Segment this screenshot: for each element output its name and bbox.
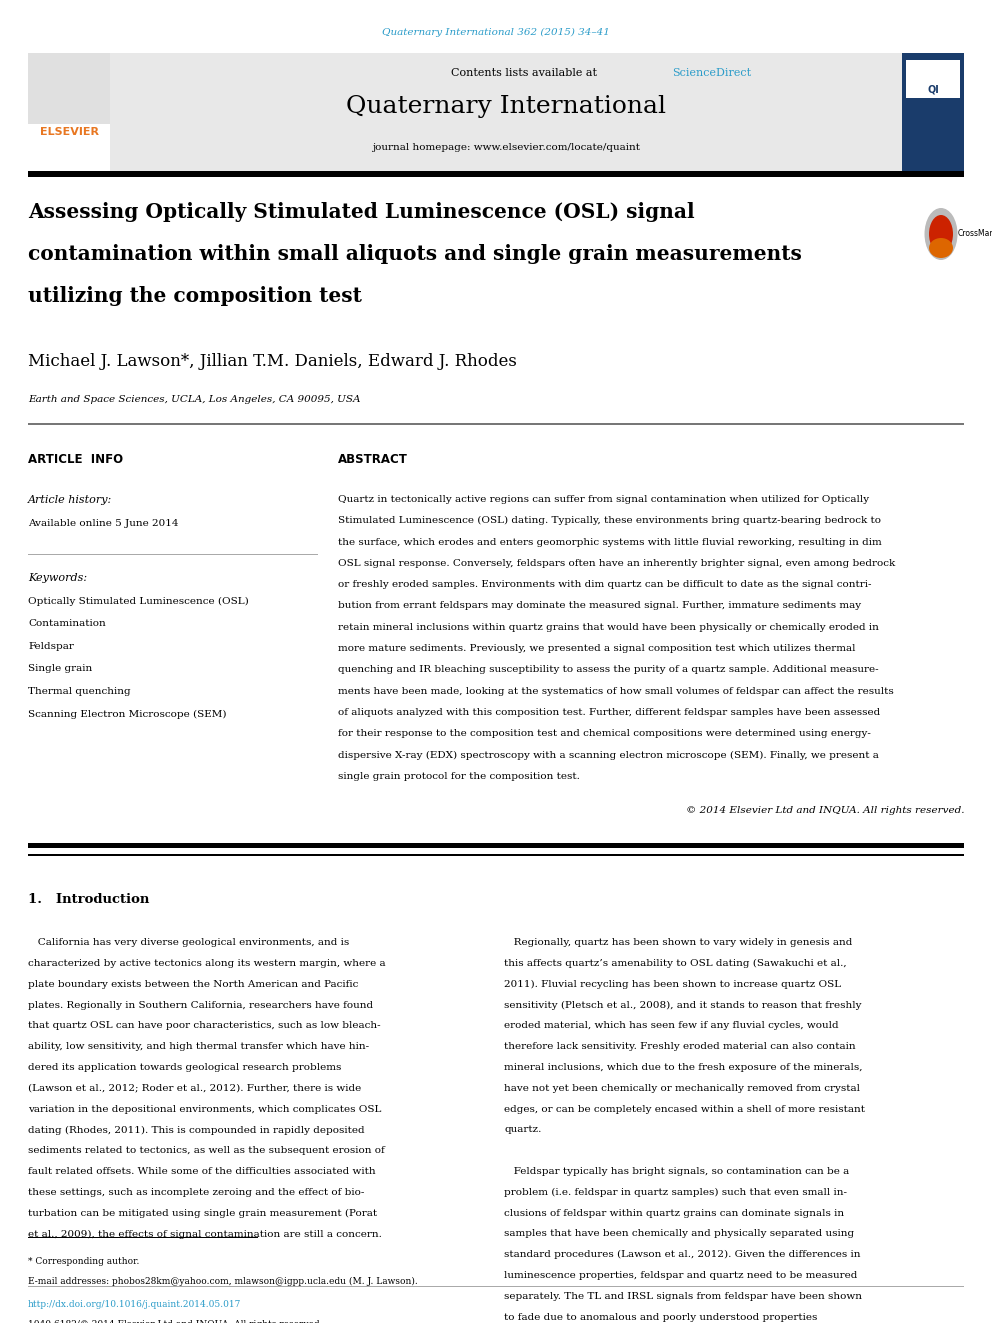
Text: (Lawson et al., 2012; Roder et al., 2012). Further, there is wide: (Lawson et al., 2012; Roder et al., 2012…: [28, 1084, 361, 1093]
Text: sensitivity (Pletsch et al., 2008), and it stands to reason that freshly: sensitivity (Pletsch et al., 2008), and …: [504, 1000, 861, 1009]
Bar: [28, 171, 964, 177]
Text: Quartz in tectonically active regions can suffer from signal contamination when : Quartz in tectonically active regions ca…: [338, 495, 869, 504]
Text: E-mail addresses: phobos28km@yahoo.com, mlawson@igpp.ucla.edu (M. J. Lawson).: E-mail addresses: phobos28km@yahoo.com, …: [28, 1277, 418, 1286]
Text: quenching and IR bleaching susceptibility to assess the purity of a quartz sampl: quenching and IR bleaching susceptibilit…: [338, 665, 879, 675]
Text: et al., 2009), the effects of signal contamination are still a concern.: et al., 2009), the effects of signal con…: [28, 1229, 382, 1238]
Text: the surface, which erodes and enters geomorphic systems with little fluvial rewo: the surface, which erodes and enters geo…: [338, 537, 882, 546]
Text: eroded material, which has seen few if any fluvial cycles, would: eroded material, which has seen few if a…: [504, 1021, 838, 1031]
Text: plates. Regionally in Southern California, researchers have found: plates. Regionally in Southern Californi…: [28, 1000, 373, 1009]
Text: http://dx.doi.org/10.1016/j.quaint.2014.05.017: http://dx.doi.org/10.1016/j.quaint.2014.…: [28, 1301, 241, 1308]
Text: Assessing Optically Stimulated Luminescence (OSL) signal: Assessing Optically Stimulated Luminesce…: [28, 202, 694, 222]
Text: turbation can be mitigated using single grain measurement (Porat: turbation can be mitigated using single …: [28, 1209, 377, 1217]
Ellipse shape: [929, 216, 953, 253]
Text: ScienceDirect: ScienceDirect: [672, 67, 751, 78]
Bar: [906, 60, 960, 98]
Text: Feldspar: Feldspar: [28, 642, 73, 651]
Text: to fade due to anomalous and poorly understood properties: to fade due to anomalous and poorly unde…: [504, 1312, 817, 1322]
Text: clusions of feldspar within quartz grains can dominate signals in: clusions of feldspar within quartz grain…: [504, 1209, 844, 1217]
Text: mineral inclusions, which due to the fresh exposure of the minerals,: mineral inclusions, which due to the fre…: [504, 1062, 862, 1072]
Text: samples that have been chemically and physically separated using: samples that have been chemically and ph…: [504, 1229, 854, 1238]
Text: CrossMark: CrossMark: [958, 229, 992, 238]
Text: for their response to the composition test and chemical compositions were determ: for their response to the composition te…: [338, 729, 871, 738]
Text: utilizing the composition test: utilizing the composition test: [28, 286, 362, 306]
Text: sediments related to tectonics, as well as the subsequent erosion of: sediments related to tectonics, as well …: [28, 1146, 385, 1155]
Text: 2011). Fluvial recycling has been shown to increase quartz OSL: 2011). Fluvial recycling has been shown …: [504, 980, 841, 988]
Text: that quartz OSL can have poor characteristics, such as low bleach-: that quartz OSL can have poor characteri…: [28, 1021, 381, 1031]
Text: more mature sediments. Previously, we presented a signal composition test which : more mature sediments. Previously, we pr…: [338, 644, 855, 654]
Text: 1040-6182/© 2014 Elsevier Ltd and INQUA. All rights reserved.: 1040-6182/© 2014 Elsevier Ltd and INQUA.…: [28, 1320, 322, 1323]
Text: California has very diverse geological environments, and is: California has very diverse geological e…: [28, 938, 349, 947]
Ellipse shape: [925, 208, 957, 261]
Text: Thermal quenching: Thermal quenching: [28, 687, 131, 696]
Text: ELSEVIER: ELSEVIER: [40, 127, 98, 138]
Text: Contents lists available at: Contents lists available at: [451, 67, 600, 78]
Bar: [28, 53, 964, 58]
Text: quartz.: quartz.: [504, 1126, 542, 1134]
Text: Stimulated Luminescence (OSL) dating. Typically, these environments bring quartz: Stimulated Luminescence (OSL) dating. Ty…: [338, 516, 881, 525]
Text: have not yet been chemically or mechanically removed from crystal: have not yet been chemically or mechanic…: [504, 1084, 860, 1093]
Text: Keywords:: Keywords:: [28, 573, 87, 583]
Text: standard procedures (Lawson et al., 2012). Given the differences in: standard procedures (Lawson et al., 2012…: [504, 1250, 860, 1259]
Text: Contamination: Contamination: [28, 619, 106, 628]
Text: variation in the depositional environments, which complicates OSL: variation in the depositional environmen…: [28, 1105, 381, 1114]
Text: these settings, such as incomplete zeroing and the effect of bio-: these settings, such as incomplete zeroi…: [28, 1188, 364, 1197]
Bar: [28, 853, 964, 856]
Text: ARTICLE  INFO: ARTICLE INFO: [28, 452, 123, 466]
Bar: [28, 843, 964, 848]
Text: OSL signal response. Conversely, feldspars often have an inherently brighter sig: OSL signal response. Conversely, feldspa…: [338, 558, 895, 568]
Text: Optically Stimulated Luminescence (OSL): Optically Stimulated Luminescence (OSL): [28, 597, 249, 606]
Text: separately. The TL and IRSL signals from feldspar have been shown: separately. The TL and IRSL signals from…: [504, 1291, 862, 1301]
Text: * Corresponding author.: * Corresponding author.: [28, 1257, 139, 1266]
Text: ability, low sensitivity, and high thermal transfer which have hin-: ability, low sensitivity, and high therm…: [28, 1043, 369, 1052]
Text: luminescence properties, feldspar and quartz need to be measured: luminescence properties, feldspar and qu…: [504, 1271, 857, 1279]
Text: contamination within small aliquots and single grain measurements: contamination within small aliquots and …: [28, 243, 802, 265]
Text: plate boundary exists between the North American and Pacific: plate boundary exists between the North …: [28, 980, 358, 988]
Text: Article history:: Article history:: [28, 495, 112, 505]
Text: Regionally, quartz has been shown to vary widely in genesis and: Regionally, quartz has been shown to var…: [504, 938, 852, 947]
Text: bution from errant feldspars may dominate the measured signal. Further, immature: bution from errant feldspars may dominat…: [338, 602, 861, 610]
Text: Feldspar typically has bright signals, so contamination can be a: Feldspar typically has bright signals, s…: [504, 1167, 849, 1176]
Ellipse shape: [929, 238, 953, 258]
Text: Scanning Electron Microscope (SEM): Scanning Electron Microscope (SEM): [28, 709, 226, 718]
Bar: [28, 53, 110, 171]
Text: Earth and Space Sciences, UCLA, Los Angeles, CA 90095, USA: Earth and Space Sciences, UCLA, Los Ange…: [28, 396, 360, 404]
Text: fault related offsets. While some of the difficulties associated with: fault related offsets. While some of the…: [28, 1167, 376, 1176]
Text: journal homepage: www.elsevier.com/locate/quaint: journal homepage: www.elsevier.com/locat…: [372, 143, 640, 152]
Text: dispersive X-ray (EDX) spectroscopy with a scanning electron microscope (SEM). F: dispersive X-ray (EDX) spectroscopy with…: [338, 750, 879, 759]
Text: © 2014 Elsevier Ltd and INQUA. All rights reserved.: © 2014 Elsevier Ltd and INQUA. All right…: [685, 806, 964, 815]
Text: characterized by active tectonics along its western margin, where a: characterized by active tectonics along …: [28, 959, 386, 968]
Text: ABSTRACT: ABSTRACT: [338, 452, 408, 466]
Bar: [110, 53, 902, 171]
Text: dered its application towards geological research problems: dered its application towards geological…: [28, 1062, 341, 1072]
Text: retain mineral inclusions within quartz grains that would have been physically o: retain mineral inclusions within quartz …: [338, 623, 879, 632]
Bar: [902, 53, 964, 171]
Text: or freshly eroded samples. Environments with dim quartz can be difficult to date: or freshly eroded samples. Environments …: [338, 581, 871, 589]
Text: dating (Rhodes, 2011). This is compounded in rapidly deposited: dating (Rhodes, 2011). This is compounde…: [28, 1126, 365, 1135]
Text: ments have been made, looking at the systematics of how small volumes of feldspa: ments have been made, looking at the sys…: [338, 687, 894, 696]
Text: QI: QI: [928, 85, 938, 95]
Text: Available online 5 June 2014: Available online 5 June 2014: [28, 519, 179, 528]
Text: this affects quartz’s amenability to OSL dating (Sawakuchi et al.,: this affects quartz’s amenability to OSL…: [504, 959, 846, 968]
Text: therefore lack sensitivity. Freshly eroded material can also contain: therefore lack sensitivity. Freshly erod…: [504, 1043, 856, 1052]
Bar: [28, 53, 110, 124]
Text: Quaternary International 362 (2015) 34–41: Quaternary International 362 (2015) 34–4…: [382, 28, 610, 37]
Text: Michael J. Lawson*, Jillian T.M. Daniels, Edward J. Rhodes: Michael J. Lawson*, Jillian T.M. Daniels…: [28, 353, 517, 370]
Text: single grain protocol for the composition test.: single grain protocol for the compositio…: [338, 771, 579, 781]
Bar: [28, 423, 964, 425]
Text: 1.   Introduction: 1. Introduction: [28, 893, 150, 906]
Text: problem (i.e. feldspar in quartz samples) such that even small in-: problem (i.e. feldspar in quartz samples…: [504, 1188, 847, 1197]
Text: of aliquots analyzed with this composition test. Further, different feldspar sam: of aliquots analyzed with this compositi…: [338, 708, 880, 717]
Text: Quaternary International: Quaternary International: [346, 95, 666, 119]
Text: edges, or can be completely encased within a shell of more resistant: edges, or can be completely encased with…: [504, 1105, 865, 1114]
Text: Single grain: Single grain: [28, 664, 92, 673]
